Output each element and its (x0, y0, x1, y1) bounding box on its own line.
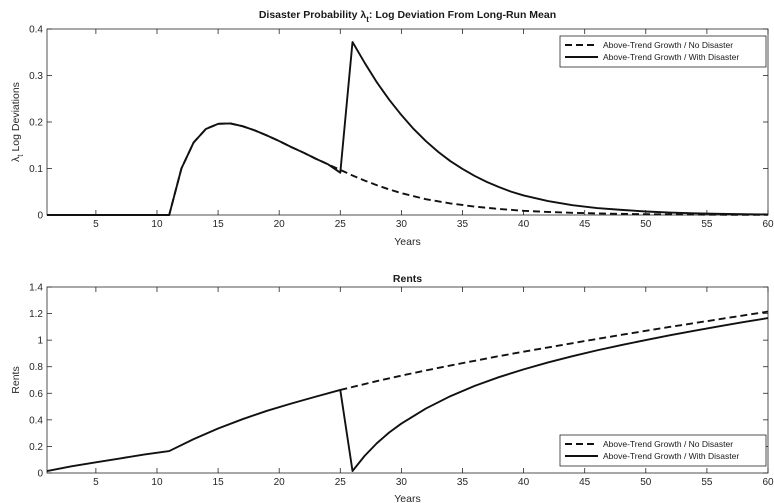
x-axis-label: Years (394, 236, 420, 248)
legend-box (559, 434, 767, 467)
x-tick-label: 50 (640, 477, 652, 488)
y-tick-label: 0.1 (29, 164, 43, 175)
y-tick-label: 0.4 (29, 25, 43, 36)
y-tick-label: 0.4 (29, 415, 43, 426)
x-tick-label: 30 (396, 219, 408, 230)
y-tick-label: 0 (37, 211, 43, 222)
series-line-with-disaster (47, 41, 769, 216)
y-tick-label: 0.8 (29, 362, 43, 373)
y-tick-label: 1 (37, 336, 43, 347)
x-tick-label: 25 (335, 219, 347, 230)
plot-frame (46, 286, 769, 474)
legend-label: Above-Trend Growth / With Disaster (603, 52, 739, 62)
series-line-no-disaster (340, 310, 769, 391)
x-tick-label: 5 (93, 477, 99, 488)
x-tick-label: 20 (274, 219, 286, 230)
y-axis-label: Rents (10, 366, 22, 393)
title-subscript: t (366, 15, 369, 24)
y-tick-label: 0 (37, 469, 43, 480)
y-tick-label: 1.2 (29, 309, 43, 320)
x-tick-label: 45 (579, 219, 591, 230)
chart-title: Rents (393, 273, 422, 285)
y-tick-label: 0.2 (29, 118, 43, 129)
y-label-rest: Log Deviations (10, 82, 22, 154)
x-tick-label: 50 (640, 219, 652, 230)
x-tick-label: 55 (701, 477, 713, 488)
x-tick-label: 25 (335, 477, 347, 488)
x-tick-label: 5 (93, 219, 99, 230)
series-line-no-disaster (47, 122, 769, 216)
x-tick-label: 35 (457, 219, 469, 230)
x-tick-label: 60 (762, 219, 774, 230)
legend-label: Above-Trend Growth / No Disaster (603, 40, 733, 50)
y-axis-label: λt Log Deviations (10, 82, 25, 162)
x-tick-label: 10 (151, 219, 163, 230)
x-tick-label: 45 (579, 477, 591, 488)
chart-panel-1: 5 10 15 20 25 30 35 40 45 50 55 60 0 0.1 0.2 0.3 0.4 Disa… (10, 9, 774, 248)
chart-panel-2: 5 10 15 20 25 30 35 40 45 50 55 60 0 0.2 0.4 0.6 0.8 1 1.2… (10, 273, 774, 503)
series-line-with-disaster (46, 317, 769, 472)
y-label-subscript: t (16, 154, 25, 157)
legend: Above-Trend Growth / No Disaster Above-Tr… (559, 35, 767, 68)
y-tick-label: 0.2 (29, 442, 43, 453)
legend: Above-Trend Growth / No Disaster Above-Tr… (559, 434, 767, 467)
legend-label: Above-Trend Growth / With Disaster (603, 451, 739, 461)
x-tick-label: 55 (701, 219, 713, 230)
x-tick-label: 20 (274, 477, 286, 488)
x-tick-label: 40 (518, 219, 530, 230)
chart-title: Disaster Probability λt: Log Deviation F… (259, 9, 556, 24)
title-rest: : Log Deviation From Long-Run Mean (369, 9, 556, 21)
title-symbol: λ (360, 9, 366, 21)
legend-label: Above-Trend Growth / No Disaster (603, 439, 733, 449)
y-tick-label: 1.4 (29, 283, 43, 294)
x-tick-label: 15 (213, 477, 225, 488)
x-tick-label: 40 (518, 477, 530, 488)
y-tick-label: 0.3 (29, 71, 43, 82)
legend-box (559, 35, 767, 68)
x-tick-label: 10 (151, 477, 163, 488)
x-tick-label: 60 (762, 477, 774, 488)
x-axis-label: Years (394, 493, 420, 503)
y-label-symbol: λ (10, 156, 22, 162)
x-tick-label: 30 (396, 477, 408, 488)
title-text: Disaster Probability (259, 9, 361, 21)
x-tick-label: 15 (213, 219, 225, 230)
y-tick-label: 0.6 (29, 389, 43, 400)
x-tick-label: 35 (457, 477, 469, 488)
